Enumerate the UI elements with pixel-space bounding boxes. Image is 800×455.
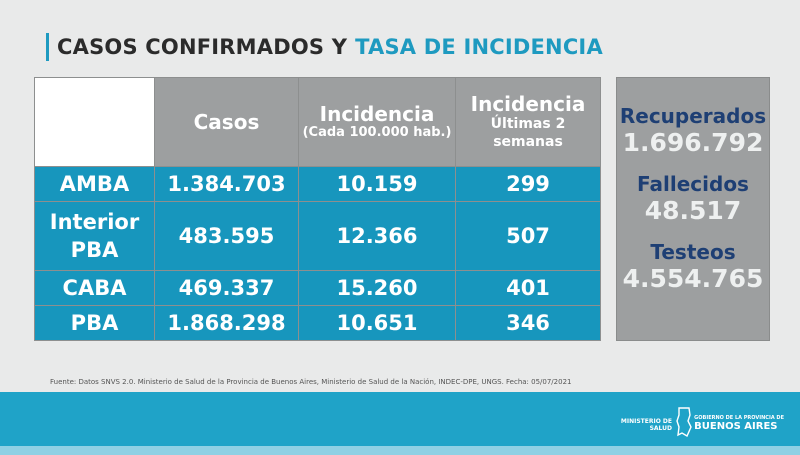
fallecidos-label: Fallecidos [637, 172, 749, 196]
header-empty-cell [34, 77, 155, 167]
recuperados-value: 1.696.792 [622, 128, 764, 157]
testeos-value: 4.554.765 [622, 264, 764, 293]
footer-bar: MINISTERIO DE SALUD GOBIERNO DE LA PROVIN… [0, 392, 800, 455]
casos-cell: 1.384.703 [154, 166, 299, 202]
incidencia-2-cell: 507 [455, 201, 601, 271]
casos-cell: 469.337 [154, 270, 299, 306]
table-row: Interior PBA 483.595 12.366 507 [34, 201, 601, 271]
incidencia-cell: 15.260 [298, 270, 456, 306]
region-line-2: PBA [70, 238, 119, 262]
province-shield-icon [676, 407, 692, 437]
page-title: CASOS CONFIRMADOS Y TASA DE INCIDENCIA [46, 32, 603, 62]
title-part-1: CASOS CONFIRMADOS Y [57, 35, 348, 59]
summary-panel: Recuperados 1.696.792 Fallecidos 48.517 … [616, 77, 770, 341]
casos-cell: 1.868.298 [154, 305, 299, 341]
incidencia-2-cell: 346 [455, 305, 601, 341]
fallecidos-value: 48.517 [644, 196, 742, 225]
incidencia-2-cell: 401 [455, 270, 601, 306]
region-cell: PBA [34, 305, 155, 341]
source-note: Fuente: Datos SNVS 2.0. Ministerio de Sa… [50, 378, 572, 386]
region-cell: AMBA [34, 166, 155, 202]
government-logo-text: GOBIERNO DE LA PROVINCIA DE BUENOS AIRES [694, 415, 784, 432]
incidencia-cell: 10.159 [298, 166, 456, 202]
table-row: AMBA 1.384.703 10.159 299 [34, 166, 601, 202]
cases-table: Casos Incidencia (Cada 100.000 hab.) Inc… [34, 77, 601, 341]
incidencia-2-cell: 299 [455, 166, 601, 202]
table-header-row: Casos Incidencia (Cada 100.000 hab.) Inc… [34, 77, 601, 167]
casos-cell: 483.595 [154, 201, 299, 271]
table-row: CABA 469.337 15.260 401 [34, 270, 601, 306]
ministerio-label: MINISTERIO DE SALUD [620, 418, 672, 432]
region-line-1: Interior [49, 210, 140, 234]
title-accent-bar [46, 33, 49, 61]
header-casos: Casos [154, 77, 299, 167]
recuperados-label: Recuperados [619, 104, 767, 128]
header-incidencia: Incidencia (Cada 100.000 hab.) [298, 77, 456, 167]
header-incidencia-2-semanas: Incidencia Últimas 2 semanas [455, 77, 601, 167]
incidencia-cell: 10.651 [298, 305, 456, 341]
incidencia-cell: 12.366 [298, 201, 456, 271]
table-row: PBA 1.868.298 10.651 346 [34, 305, 601, 341]
footer-stripe [0, 446, 800, 455]
testeos-label: Testeos [650, 240, 736, 264]
title-part-2: TASA DE INCIDENCIA [355, 35, 603, 59]
region-cell: CABA [34, 270, 155, 306]
region-cell: Interior PBA [34, 201, 155, 271]
